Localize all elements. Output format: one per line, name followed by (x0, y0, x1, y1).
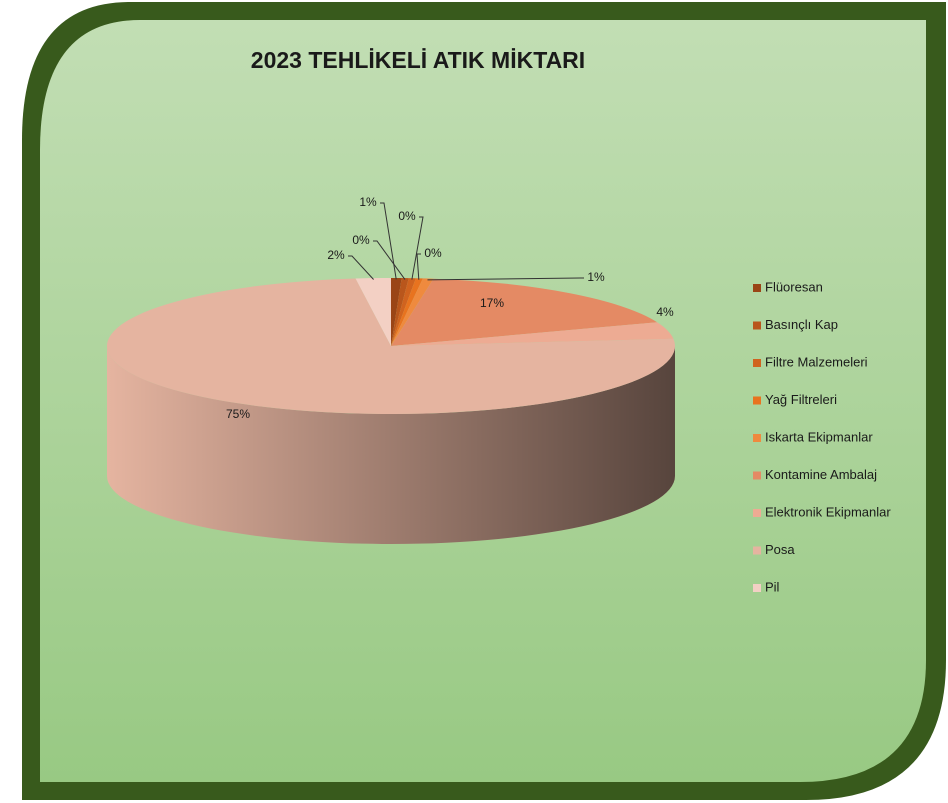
leader-line (427, 277, 584, 281)
leader-line (348, 255, 374, 280)
slice (391, 278, 402, 346)
slice (391, 278, 409, 346)
slice (391, 322, 674, 346)
data-label: 17% (480, 296, 504, 310)
chart-title: 2023 TEHLİKELİ ATIK MİKTARI (251, 47, 585, 73)
legend-label: Filtre Malzemeleri (765, 354, 868, 369)
leader-line (380, 202, 397, 280)
legend-label: Basınçlı Kap (765, 317, 838, 332)
legend-label: Yağ Filtreleri (765, 392, 837, 407)
leader-line (373, 240, 406, 280)
legend-swatch (753, 546, 761, 555)
data-label: 0% (398, 209, 416, 223)
data-label: 0% (424, 246, 442, 260)
slice (107, 278, 676, 414)
legend-label: Pil (765, 579, 780, 594)
legend-label: Posa (765, 542, 795, 557)
data-label: 1% (359, 195, 377, 209)
slice (391, 278, 434, 346)
leader-line (411, 216, 424, 280)
legend-swatch (753, 434, 761, 442)
slice (391, 278, 423, 346)
legend-swatch (753, 284, 761, 292)
data-label: 4% (656, 305, 674, 319)
slice (391, 278, 658, 346)
legend-swatch (753, 359, 761, 367)
legend-swatch (753, 509, 761, 517)
data-label: 0% (352, 233, 370, 247)
data-label: 1% (587, 270, 605, 284)
data-label: 75% (226, 407, 250, 421)
legend-label: Kontamine Ambalaj (765, 467, 877, 482)
legend-swatch (753, 584, 761, 592)
slice (391, 278, 416, 346)
legend-label: Iskarta Ekipmanlar (765, 429, 873, 444)
slice-side-shade (107, 346, 675, 544)
legend-swatch (753, 396, 761, 405)
legend-label: Flüoresan (765, 279, 823, 294)
slice (355, 278, 391, 346)
legend-label: Elektronik Ekipmanlar (765, 504, 891, 519)
leader-line (416, 253, 421, 280)
legend-swatch (753, 321, 761, 330)
data-label: 2% (327, 248, 345, 262)
legend-swatch (753, 471, 761, 480)
